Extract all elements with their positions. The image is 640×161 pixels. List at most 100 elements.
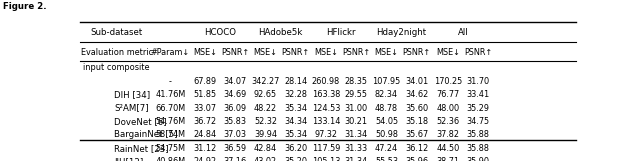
Text: 35.67: 35.67 xyxy=(405,130,428,139)
Text: Sub-dataset: Sub-dataset xyxy=(91,28,143,37)
Text: PSNR↑: PSNR↑ xyxy=(464,48,492,57)
Text: 54.75M: 54.75M xyxy=(156,144,186,153)
Text: 124.53: 124.53 xyxy=(312,104,340,113)
Text: 82.34: 82.34 xyxy=(375,90,398,99)
Text: 35.60: 35.60 xyxy=(405,104,428,113)
Text: 170.25: 170.25 xyxy=(434,77,462,86)
Text: 36.72: 36.72 xyxy=(193,117,216,126)
Text: 35.18: 35.18 xyxy=(405,117,428,126)
Text: 163.38: 163.38 xyxy=(312,90,340,99)
Text: 39.94: 39.94 xyxy=(254,130,277,139)
Text: DoveNet [6]: DoveNet [6] xyxy=(114,117,167,126)
Text: 35.90: 35.90 xyxy=(467,157,490,161)
Text: PSNR↑: PSNR↑ xyxy=(403,48,431,57)
Text: All: All xyxy=(458,28,468,37)
Text: 35.96: 35.96 xyxy=(405,157,428,161)
Text: 92.65: 92.65 xyxy=(254,90,277,99)
Text: MSE↓: MSE↓ xyxy=(436,48,460,57)
Text: 48.00: 48.00 xyxy=(436,104,460,113)
Text: 38.71: 38.71 xyxy=(436,157,460,161)
Text: 28.35: 28.35 xyxy=(345,77,368,86)
Text: -: - xyxy=(169,77,172,86)
Text: 37.16: 37.16 xyxy=(223,157,247,161)
Text: BargainNet [5]: BargainNet [5] xyxy=(114,130,178,139)
Text: 48.22: 48.22 xyxy=(254,104,277,113)
Text: 31.34: 31.34 xyxy=(345,130,368,139)
Text: Hday2night: Hday2night xyxy=(376,28,427,37)
Text: DIH [34]: DIH [34] xyxy=(114,90,150,99)
Text: HFlickr: HFlickr xyxy=(326,28,356,37)
Text: 31.70: 31.70 xyxy=(467,77,490,86)
Text: 36.20: 36.20 xyxy=(284,144,307,153)
Text: 117.59: 117.59 xyxy=(312,144,340,153)
Text: 67.89: 67.89 xyxy=(193,77,216,86)
Text: PSNR↑: PSNR↑ xyxy=(221,48,250,57)
Text: MSE↓: MSE↓ xyxy=(314,48,338,57)
Text: 48.78: 48.78 xyxy=(375,104,398,113)
Text: 34.07: 34.07 xyxy=(224,77,247,86)
Text: 40.86M: 40.86M xyxy=(155,157,186,161)
Text: 76.77: 76.77 xyxy=(436,90,460,99)
Text: input composite: input composite xyxy=(83,62,150,71)
Text: 58.74M: 58.74M xyxy=(156,130,186,139)
Text: HCOCO: HCOCO xyxy=(204,28,236,37)
Text: RainNet [23]: RainNet [23] xyxy=(114,144,169,153)
Text: 34.01: 34.01 xyxy=(405,77,428,86)
Text: 133.14: 133.14 xyxy=(312,117,340,126)
Text: 34.34: 34.34 xyxy=(284,117,307,126)
Text: 44.50: 44.50 xyxy=(436,144,460,153)
Text: 33.41: 33.41 xyxy=(467,90,490,99)
Text: 35.29: 35.29 xyxy=(467,104,490,113)
Text: 54.76M: 54.76M xyxy=(155,117,186,126)
Text: 24.92: 24.92 xyxy=(193,157,216,161)
Text: 31.00: 31.00 xyxy=(345,104,368,113)
Text: 47.24: 47.24 xyxy=(375,144,398,153)
Text: S²AM[7]: S²AM[7] xyxy=(114,104,149,113)
Text: 107.95: 107.95 xyxy=(372,77,401,86)
Text: 97.32: 97.32 xyxy=(314,130,337,139)
Text: 52.32: 52.32 xyxy=(254,117,277,126)
Text: MSE↓: MSE↓ xyxy=(193,48,217,57)
Text: 54.05: 54.05 xyxy=(375,117,398,126)
Text: 41.76M: 41.76M xyxy=(155,90,186,99)
Text: IIH[12]: IIH[12] xyxy=(114,157,143,161)
Text: Figure 2.: Figure 2. xyxy=(3,2,47,11)
Text: 260.98: 260.98 xyxy=(312,77,340,86)
Text: 43.02: 43.02 xyxy=(254,157,277,161)
Text: 24.84: 24.84 xyxy=(193,130,216,139)
Text: 31.33: 31.33 xyxy=(345,144,368,153)
Text: 31.34: 31.34 xyxy=(345,157,368,161)
Text: 66.70M: 66.70M xyxy=(155,104,186,113)
Text: 35.34: 35.34 xyxy=(284,104,307,113)
Text: 52.36: 52.36 xyxy=(436,117,460,126)
Text: Evaluation metric: Evaluation metric xyxy=(81,48,153,57)
Text: 35.83: 35.83 xyxy=(224,117,247,126)
Text: 36.09: 36.09 xyxy=(224,104,247,113)
Text: 37.82: 37.82 xyxy=(436,130,460,139)
Text: PSNR↑: PSNR↑ xyxy=(282,48,310,57)
Text: 51.85: 51.85 xyxy=(193,90,216,99)
Text: 35.88: 35.88 xyxy=(467,144,490,153)
Text: 36.12: 36.12 xyxy=(405,144,428,153)
Text: 33.07: 33.07 xyxy=(193,104,216,113)
Text: #Param↓: #Param↓ xyxy=(150,48,190,57)
Text: 42.84: 42.84 xyxy=(254,144,277,153)
Text: 35.34: 35.34 xyxy=(284,130,307,139)
Text: 55.53: 55.53 xyxy=(375,157,398,161)
Text: 35.20: 35.20 xyxy=(284,157,307,161)
Text: 31.12: 31.12 xyxy=(193,144,216,153)
Text: 35.88: 35.88 xyxy=(467,130,490,139)
Text: PSNR↑: PSNR↑ xyxy=(342,48,371,57)
Text: 105.13: 105.13 xyxy=(312,157,340,161)
Text: 34.69: 34.69 xyxy=(223,90,247,99)
Text: 32.28: 32.28 xyxy=(284,90,307,99)
Text: 34.62: 34.62 xyxy=(405,90,428,99)
Text: 29.55: 29.55 xyxy=(345,90,368,99)
Text: HAdobe5k: HAdobe5k xyxy=(259,28,303,37)
Text: MSE↓: MSE↓ xyxy=(253,48,278,57)
Text: 37.03: 37.03 xyxy=(224,130,247,139)
Text: 50.98: 50.98 xyxy=(375,130,398,139)
Text: 28.14: 28.14 xyxy=(284,77,307,86)
Text: 30.21: 30.21 xyxy=(345,117,368,126)
Text: MSE↓: MSE↓ xyxy=(374,48,399,57)
